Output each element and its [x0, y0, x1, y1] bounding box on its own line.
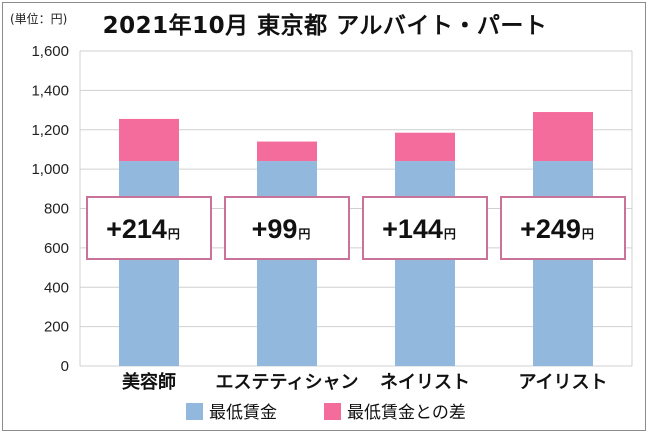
legend-swatch	[324, 403, 341, 420]
y-tick-label: 200	[44, 319, 69, 336]
x-category-label: エステティシャン	[216, 372, 359, 393]
bar-difference	[257, 141, 317, 162]
y-tick-label: 800	[44, 201, 69, 218]
bar-min-wage	[257, 161, 317, 366]
bar-difference	[533, 112, 593, 162]
y-tick-label: 1,400	[31, 82, 69, 99]
difference-label: +214円	[106, 214, 180, 244]
y-tick-label: 400	[44, 279, 69, 296]
bar-min-wage	[395, 161, 455, 366]
y-tick-label: 0	[61, 358, 69, 375]
difference-label: +249円	[520, 214, 594, 244]
x-category-label: アイリスト	[518, 372, 607, 393]
bar-min-wage	[119, 161, 179, 366]
unit-label: (単位：円)	[10, 12, 68, 26]
difference-box	[86, 196, 212, 260]
y-axis: 0 200 400 600 800 1,000 1,200 1,400 1,600	[31, 43, 69, 375]
legend-label: 最低賃金との差	[347, 403, 466, 423]
difference-box	[362, 196, 488, 260]
chart-title: 2021年10月 東京都 アルバイト・パート	[102, 13, 548, 39]
difference-labels: +214円 +99円 +144円 +249円	[86, 196, 626, 260]
difference-box	[500, 196, 626, 260]
bar-difference	[119, 118, 179, 162]
legend-label: 最低賃金	[209, 403, 277, 423]
y-tick-label: 1,600	[31, 43, 69, 60]
y-tick-label: 1,200	[31, 122, 69, 139]
x-category-label: ネイリスト	[380, 372, 470, 393]
difference-label: +99円	[252, 214, 311, 244]
bar-difference	[395, 132, 455, 162]
difference-box	[224, 196, 350, 260]
legend-swatch	[186, 403, 203, 420]
x-axis: 美容師 エステティシャン ネイリスト アイリスト	[122, 371, 608, 393]
legend: 最低賃金 最低賃金との差	[186, 403, 466, 423]
y-tick-label: 1,000	[31, 161, 69, 178]
bar-min-wage	[533, 161, 593, 366]
bars	[119, 112, 593, 366]
difference-label: +144円	[382, 214, 456, 244]
y-tick-label: 600	[44, 240, 69, 257]
x-category-label: 美容師	[122, 371, 176, 393]
